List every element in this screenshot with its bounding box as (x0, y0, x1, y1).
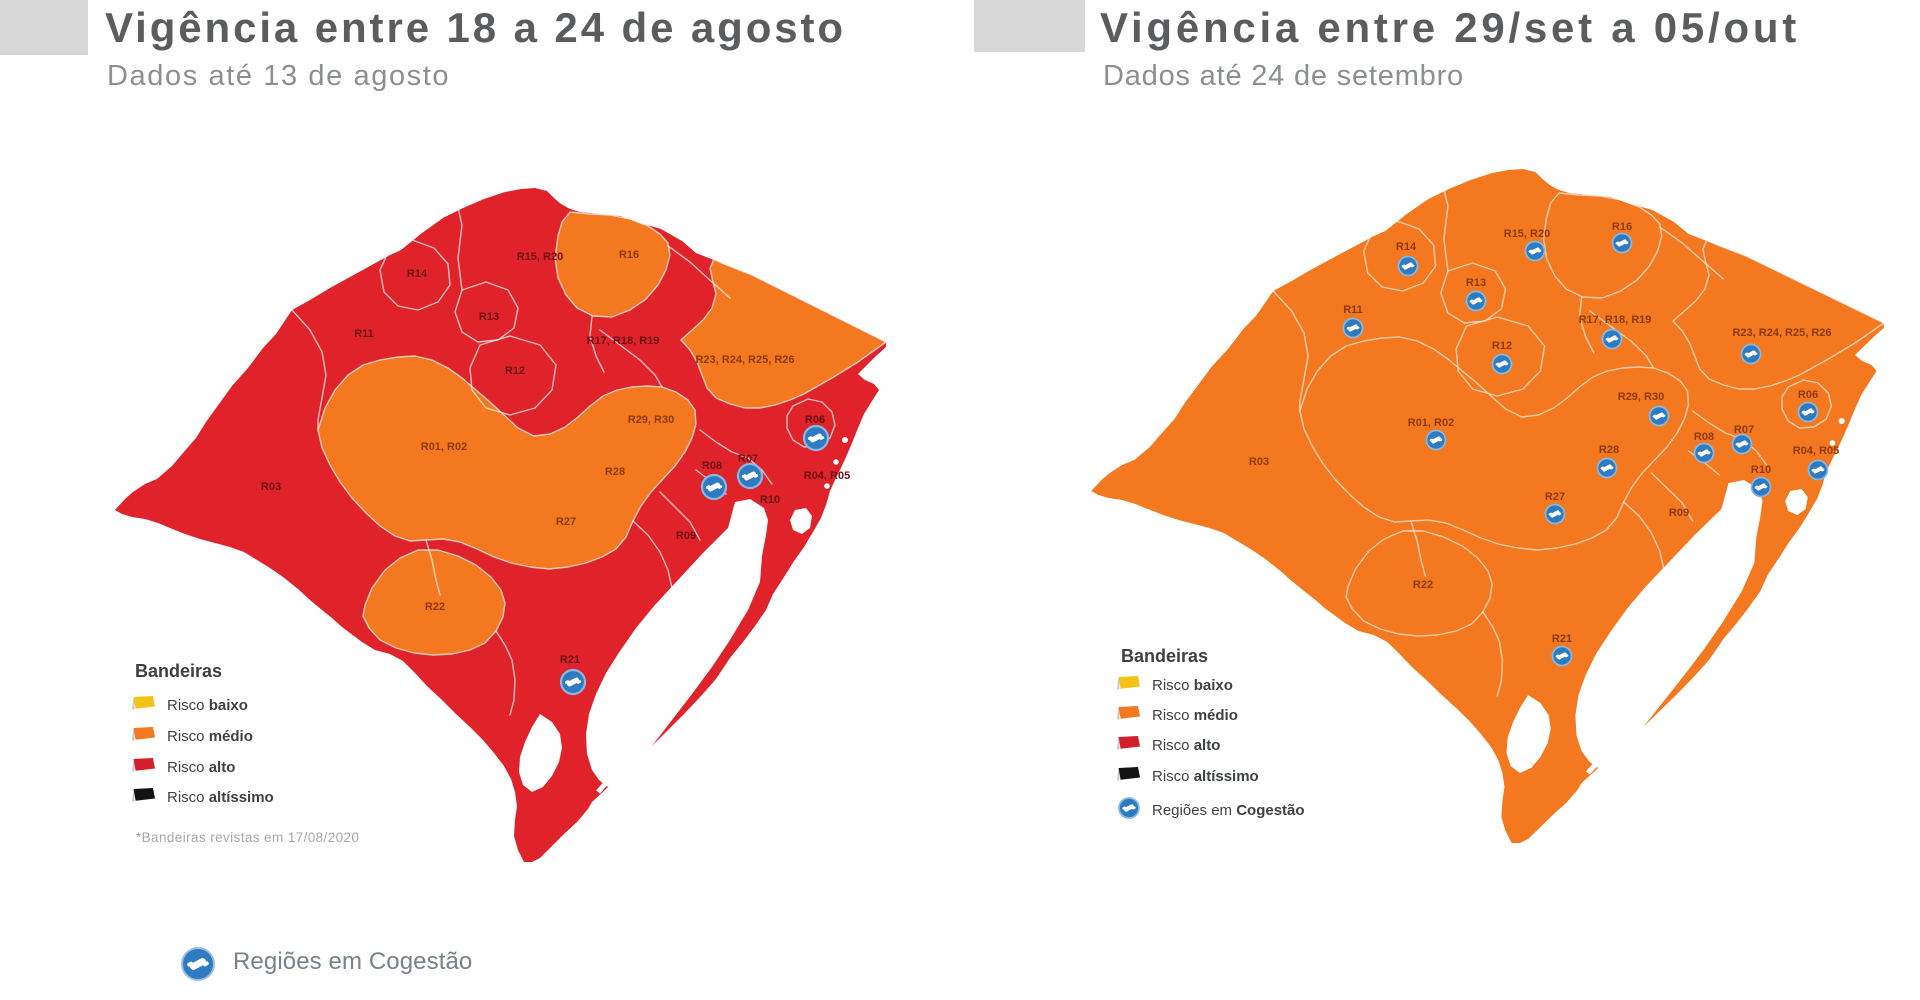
svg-text:R22: R22 (1413, 579, 1433, 591)
svg-text:R14: R14 (407, 268, 428, 280)
svg-text:R27: R27 (556, 516, 576, 528)
svg-text:R04, R05: R04, R05 (1793, 445, 1839, 457)
svg-text:R10: R10 (1751, 464, 1771, 476)
svg-text:R11: R11 (354, 328, 374, 340)
svg-text:R29, R30: R29, R30 (1618, 391, 1664, 403)
svg-text:R14: R14 (1396, 241, 1417, 253)
svg-text:R11: R11 (1343, 304, 1363, 316)
svg-text:R21: R21 (1552, 633, 1572, 645)
svg-text:R28: R28 (1599, 444, 1619, 456)
svg-text:R03: R03 (1249, 456, 1269, 468)
svg-text:R21: R21 (560, 654, 580, 666)
svg-text:R12: R12 (505, 365, 525, 377)
svg-text:R23, R24, R25, R26: R23, R24, R25, R26 (1732, 327, 1831, 339)
svg-text:R15, R20: R15, R20 (1504, 228, 1550, 240)
svg-text:R22: R22 (425, 601, 445, 613)
svg-text:R17, R18, R19: R17, R18, R19 (1579, 314, 1652, 326)
svg-text:R28: R28 (605, 466, 625, 478)
svg-text:R16: R16 (1612, 221, 1632, 233)
svg-text:R17, R18, R19: R17, R18, R19 (587, 335, 660, 347)
svg-text:R03: R03 (261, 481, 281, 493)
svg-text:R29, R30: R29, R30 (628, 414, 674, 426)
svg-text:R04, R05: R04, R05 (804, 470, 850, 482)
svg-text:R10: R10 (760, 494, 780, 506)
svg-text:R15, R20: R15, R20 (517, 251, 563, 263)
svg-text:R09: R09 (1669, 507, 1689, 519)
svg-text:R13: R13 (1466, 277, 1486, 289)
svg-text:R08: R08 (1694, 431, 1714, 443)
svg-text:R07: R07 (1734, 424, 1754, 436)
svg-text:R12: R12 (1492, 340, 1512, 352)
svg-text:R13: R13 (479, 311, 499, 323)
svg-text:R07: R07 (738, 453, 758, 465)
svg-text:R08: R08 (702, 460, 722, 472)
svg-text:R23, R24, R25, R26: R23, R24, R25, R26 (695, 354, 794, 366)
svg-text:R16: R16 (619, 249, 639, 261)
svg-text:R01, R02: R01, R02 (1408, 417, 1454, 429)
svg-text:R06: R06 (805, 414, 825, 426)
svg-text:R06: R06 (1798, 389, 1818, 401)
svg-text:R27: R27 (1545, 491, 1565, 503)
svg-text:R01, R02: R01, R02 (421, 441, 467, 453)
svg-text:R09: R09 (676, 530, 696, 542)
